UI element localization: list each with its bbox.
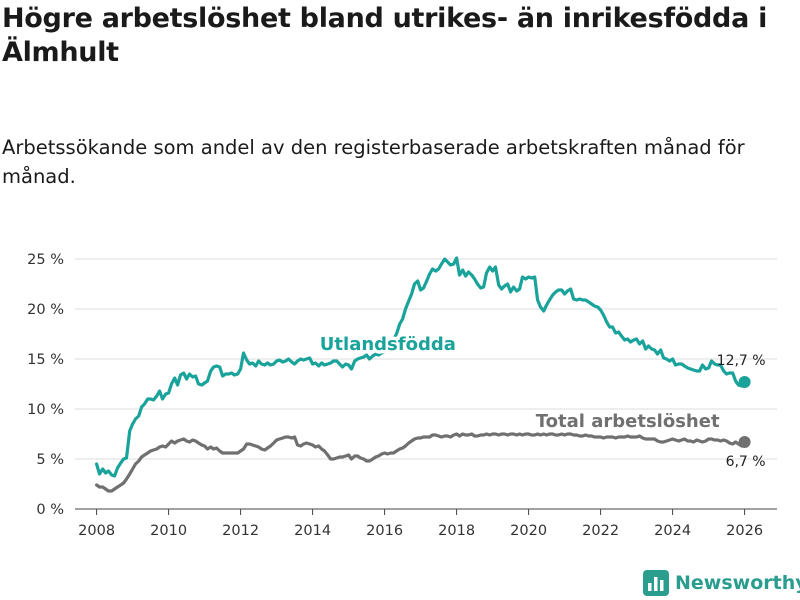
newsworthy-bar-chart-icon (643, 570, 669, 596)
grid-layer (75, 258, 777, 510)
series-end-label: 12,7 % (717, 353, 766, 369)
series-layer (95, 256, 751, 493)
y-tick-label: 25 % (27, 252, 64, 268)
series-end-point (738, 376, 751, 388)
newsworthy-wordmark: Newsworthy (675, 572, 800, 594)
x-tick-label: 2020 (510, 523, 547, 539)
series-line-total (95, 432, 747, 493)
y-tick-label: 15 % (27, 352, 64, 368)
x-tick-label: 2026 (726, 523, 763, 539)
y-tick-label: 10 % (27, 402, 64, 418)
x-tick-label: 2022 (582, 523, 619, 539)
y-tick-label: 20 % (27, 302, 64, 318)
axis-layer: 0 % 5 % 10 % 15 % 20 % 25 % 2008 2010 2012 2014 20… (27, 252, 763, 539)
x-tick-label: 2016 (366, 523, 403, 539)
x-tick-label: 2018 (438, 523, 475, 539)
y-tick-label: 0 % (36, 502, 64, 518)
series-annotation-utlandsfodda: Utlandsfödda (320, 334, 456, 355)
series-annotation-total: Total arbetslöshet (536, 411, 720, 432)
x-tick-label: 2014 (294, 523, 331, 539)
annotation-halo: Utlandsfödda (320, 334, 456, 355)
x-tick-label: 2024 (654, 523, 691, 539)
series-line-utlandsfodda (95, 256, 747, 478)
y-tick-label: 5 % (36, 452, 64, 468)
newsworthy-logo[interactable]: Newsworthy (643, 567, 800, 599)
annotation-halo: Total arbetslöshet (536, 411, 720, 432)
x-tick-label: 2012 (222, 523, 259, 539)
x-tick-label: 2010 (150, 523, 187, 539)
series-end-label: 6,7 % (726, 454, 766, 470)
x-tick-label: 2008 (78, 523, 115, 539)
page-subtitle: Arbetssökande som andel av den registerb… (2, 136, 745, 188)
label-layer: 12,7 %6,7 %UtlandsföddaUtlandsföddaTotal… (316, 331, 766, 471)
page-title: Högre arbetslöshet bland utrikes- än inr… (2, 3, 768, 68)
series-end-point (738, 436, 751, 448)
